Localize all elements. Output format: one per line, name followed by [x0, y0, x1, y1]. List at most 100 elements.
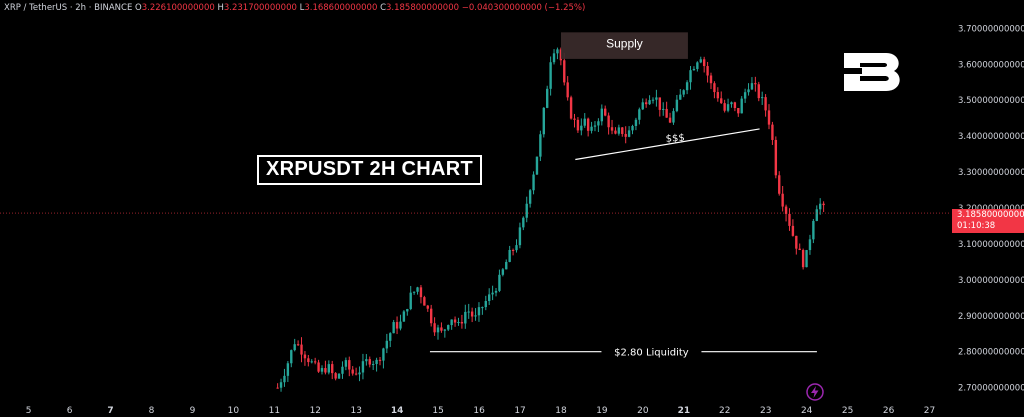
candle-body	[586, 118, 590, 131]
candle-body	[505, 261, 508, 270]
candle-body	[303, 354, 307, 359]
candle-body	[501, 269, 505, 275]
brand-logo-icon	[844, 53, 900, 91]
candle-body	[559, 49, 563, 61]
candle-body	[740, 98, 743, 114]
symbol-info[interactable]: XRP / TetherUS · 2h · BINANCE	[4, 3, 133, 13]
candle-body	[395, 322, 399, 329]
candle-body	[447, 325, 450, 330]
candle-body	[644, 102, 648, 105]
candle-body	[563, 60, 566, 83]
candle-body	[276, 387, 279, 389]
time-tick-label: 14	[391, 406, 404, 416]
time-tick-label: 9	[190, 406, 196, 416]
candle-body	[354, 373, 358, 375]
candle-body	[334, 373, 337, 379]
low-label: L	[299, 3, 305, 13]
price-tick-label: 3.100000000000	[958, 240, 1024, 250]
open-label: O	[135, 3, 142, 13]
sss-trendline	[575, 128, 760, 161]
close-value: 3.185800000000	[386, 3, 460, 13]
candle-body	[795, 235, 798, 249]
candle-body	[778, 175, 781, 194]
lightning-icon[interactable]	[806, 383, 824, 401]
candle-body	[617, 127, 621, 134]
candle-body	[406, 309, 409, 312]
time-tick-label: 11	[269, 406, 280, 416]
candle-body	[689, 70, 692, 83]
candle-body	[389, 333, 392, 341]
candle-body	[498, 274, 501, 291]
candle-body	[682, 90, 685, 95]
candle-body	[546, 88, 549, 108]
time-tick-label: 8	[149, 406, 155, 416]
candle-body	[747, 89, 750, 93]
candle-body	[600, 108, 603, 122]
candle-body	[293, 344, 296, 351]
price-tick-label: 3.300000000000	[958, 168, 1024, 178]
candle-body	[812, 220, 815, 240]
candle-body	[518, 227, 522, 246]
candle-body	[539, 134, 542, 157]
candle-body	[484, 300, 487, 308]
time-tick-label: 5	[26, 406, 32, 416]
candle-body	[784, 206, 788, 214]
candle-body	[754, 83, 757, 85]
candle-body	[283, 375, 286, 383]
candle-body	[798, 248, 801, 251]
candle-body	[634, 119, 638, 127]
candle-body	[566, 82, 569, 98]
candle-body	[699, 59, 702, 63]
candle-body	[337, 373, 341, 379]
candle-body	[614, 130, 617, 134]
candle-body	[709, 75, 713, 84]
candle-body	[515, 245, 518, 251]
candle-body	[583, 118, 586, 126]
candle-body	[808, 239, 812, 251]
current-price-value: 3.185800000000	[957, 210, 1024, 220]
candle-body	[638, 109, 641, 120]
candle-body	[569, 97, 573, 119]
time-axis[interactable]: 5 6 7 8 9 10 11 12 13 14 15 16 17 18 19 20 21 22 23 24 25 26 2…	[26, 406, 935, 416]
candle-body	[730, 102, 733, 105]
candle-body	[412, 291, 416, 293]
candle-body	[508, 249, 511, 262]
candle-body	[750, 83, 754, 90]
candle-body	[382, 348, 385, 361]
time-tick-label: 6	[67, 406, 73, 416]
candle-body	[549, 62, 552, 89]
low-value: 3.168600000000	[304, 3, 378, 13]
candle-body	[672, 111, 675, 123]
candle-body	[419, 287, 423, 298]
candle-body	[696, 62, 699, 69]
candle-body	[607, 115, 610, 128]
candle-body	[348, 360, 351, 370]
candle-body	[702, 59, 706, 67]
candle-body	[743, 92, 747, 99]
time-tick-label: 7	[107, 406, 113, 416]
candle-body	[805, 250, 808, 268]
candle-body	[631, 126, 634, 131]
candle-body	[423, 297, 426, 306]
candle-body	[385, 340, 389, 349]
candle-body	[675, 99, 679, 112]
candle-body	[668, 117, 672, 123]
candle-body	[774, 139, 778, 176]
candle-body	[593, 125, 597, 127]
candle-body	[576, 119, 580, 131]
time-tick-label: 19	[596, 406, 608, 416]
price-tick-label: 3.700000000000	[958, 24, 1024, 34]
candle-body	[378, 359, 382, 361]
candle-body	[511, 249, 515, 251]
candle-body	[290, 350, 293, 364]
candle-body	[788, 213, 791, 226]
time-tick-label: 15	[432, 406, 443, 416]
candle-body	[320, 368, 324, 372]
time-tick-label: 10	[228, 406, 240, 416]
candle-body	[535, 156, 539, 175]
bar-countdown: 01:10:38	[957, 221, 996, 231]
candle-body	[627, 130, 631, 137]
candle-body	[358, 372, 361, 375]
candle-body	[402, 311, 406, 322]
